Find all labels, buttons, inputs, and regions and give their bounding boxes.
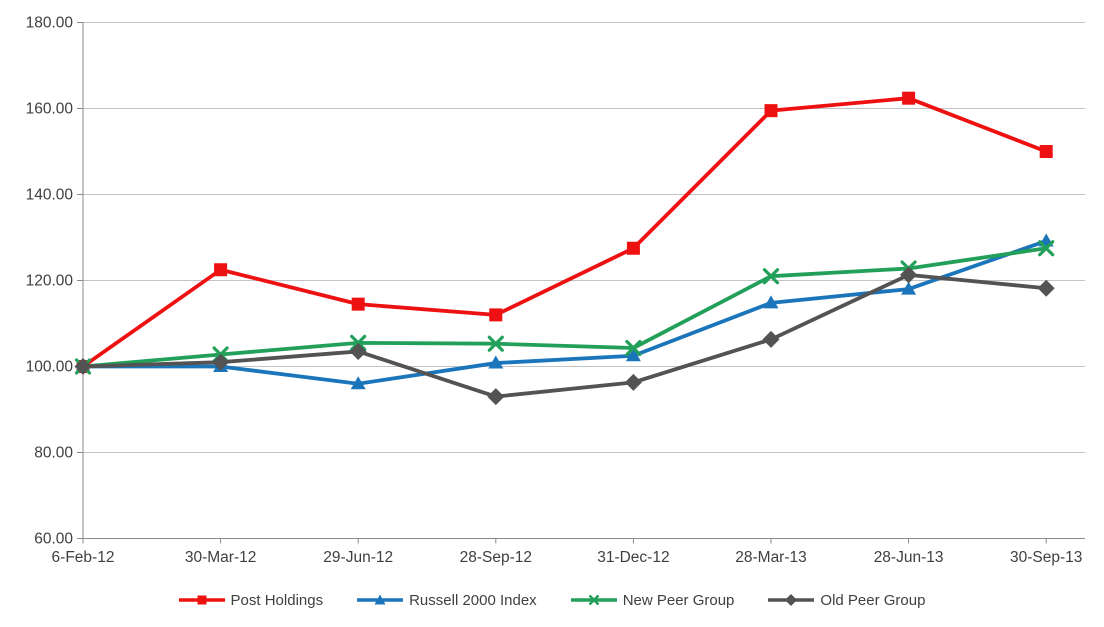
- marker-square: [1039, 145, 1053, 158]
- marker-diamond: [349, 342, 367, 360]
- marker-square: [489, 308, 503, 322]
- marker-triangle: [901, 281, 917, 295]
- marker-diamond: [900, 266, 918, 284]
- marker-square: [902, 91, 916, 105]
- legend-item-new-peer-group: New Peer Group: [570, 591, 735, 609]
- marker-triangle: [763, 295, 779, 309]
- marker-triangle: [350, 376, 366, 390]
- y-axis-label: 180.00: [26, 15, 74, 32]
- legend-label: Russell 2000 Index: [409, 591, 537, 609]
- marker-square: [214, 263, 228, 277]
- x-axis-label: 28-Sep-12: [460, 549, 532, 566]
- marker-diamond: [212, 353, 230, 371]
- series-line-post-holdings: [81, 96, 1049, 369]
- marker-x: [1038, 240, 1055, 257]
- y-axis-label: 60.00: [34, 531, 73, 548]
- series-line-old-peer-group: [81, 273, 1049, 399]
- marker-diamond: [74, 358, 92, 375]
- marker-square: [764, 104, 778, 118]
- legend-marker-square-icon: [178, 595, 225, 605]
- y-axis-label: 100.00: [26, 359, 74, 376]
- marker-x: [625, 339, 642, 357]
- marker-diamond: [487, 388, 505, 406]
- series-line-russell-2000-index: [81, 239, 1049, 386]
- marker-triangle: [488, 355, 504, 369]
- marker-x: [762, 268, 780, 285]
- legend-marker-triangle-icon: [357, 594, 404, 605]
- marker-diamond: [762, 330, 780, 348]
- x-axis-label: 30-Mar-12: [185, 549, 257, 566]
- legend-item-russell-2000-index: Russell 2000 Index: [357, 592, 537, 609]
- y-axis-label: 120.00: [26, 273, 74, 290]
- x-axis-label: 28-Mar-13: [735, 549, 807, 566]
- y-axis-label: 140.00: [26, 187, 74, 204]
- y-axis-label: 80.00: [34, 445, 73, 462]
- y-axis-label: 160.00: [26, 101, 74, 118]
- marker-square: [351, 297, 365, 311]
- legend-marker-diamond-icon: [768, 594, 815, 606]
- marker-diamond: [1037, 279, 1055, 297]
- legend-label: Old Peer Group: [820, 591, 926, 609]
- series-line-new-peer-group: [81, 246, 1049, 369]
- chart-canvas: 180.00 160.00 140.00 120.00 100.00 80.00 60.00…: [26, 15, 1085, 566]
- x-axis-label: 28-Jun-13: [874, 549, 944, 566]
- marker-diamond: [624, 373, 642, 391]
- marker-x: [350, 334, 367, 351]
- legend-item-post-holdings: Post Holdings: [178, 591, 324, 609]
- x-axis-label: 30-Sep-13: [1010, 549, 1082, 566]
- marker-x: [487, 335, 504, 352]
- x-axis-label: 29-Jun-12: [323, 549, 393, 566]
- x-axis-label: 31-Dec-12: [597, 549, 669, 566]
- marker-square: [626, 241, 640, 255]
- legend-label: Post Holdings: [230, 591, 324, 609]
- legend-marker-x-icon: [570, 594, 617, 606]
- x-axis-label: 6-Feb-12: [52, 549, 115, 566]
- marker-triangle: [625, 348, 641, 362]
- chart-legend: Post Holdings Russell 2000 Index New Peer …: [0, 583, 1104, 617]
- legend-label: New Peer Group: [622, 591, 735, 609]
- legend-item-old-peer-group: Old Peer Group: [768, 592, 925, 609]
